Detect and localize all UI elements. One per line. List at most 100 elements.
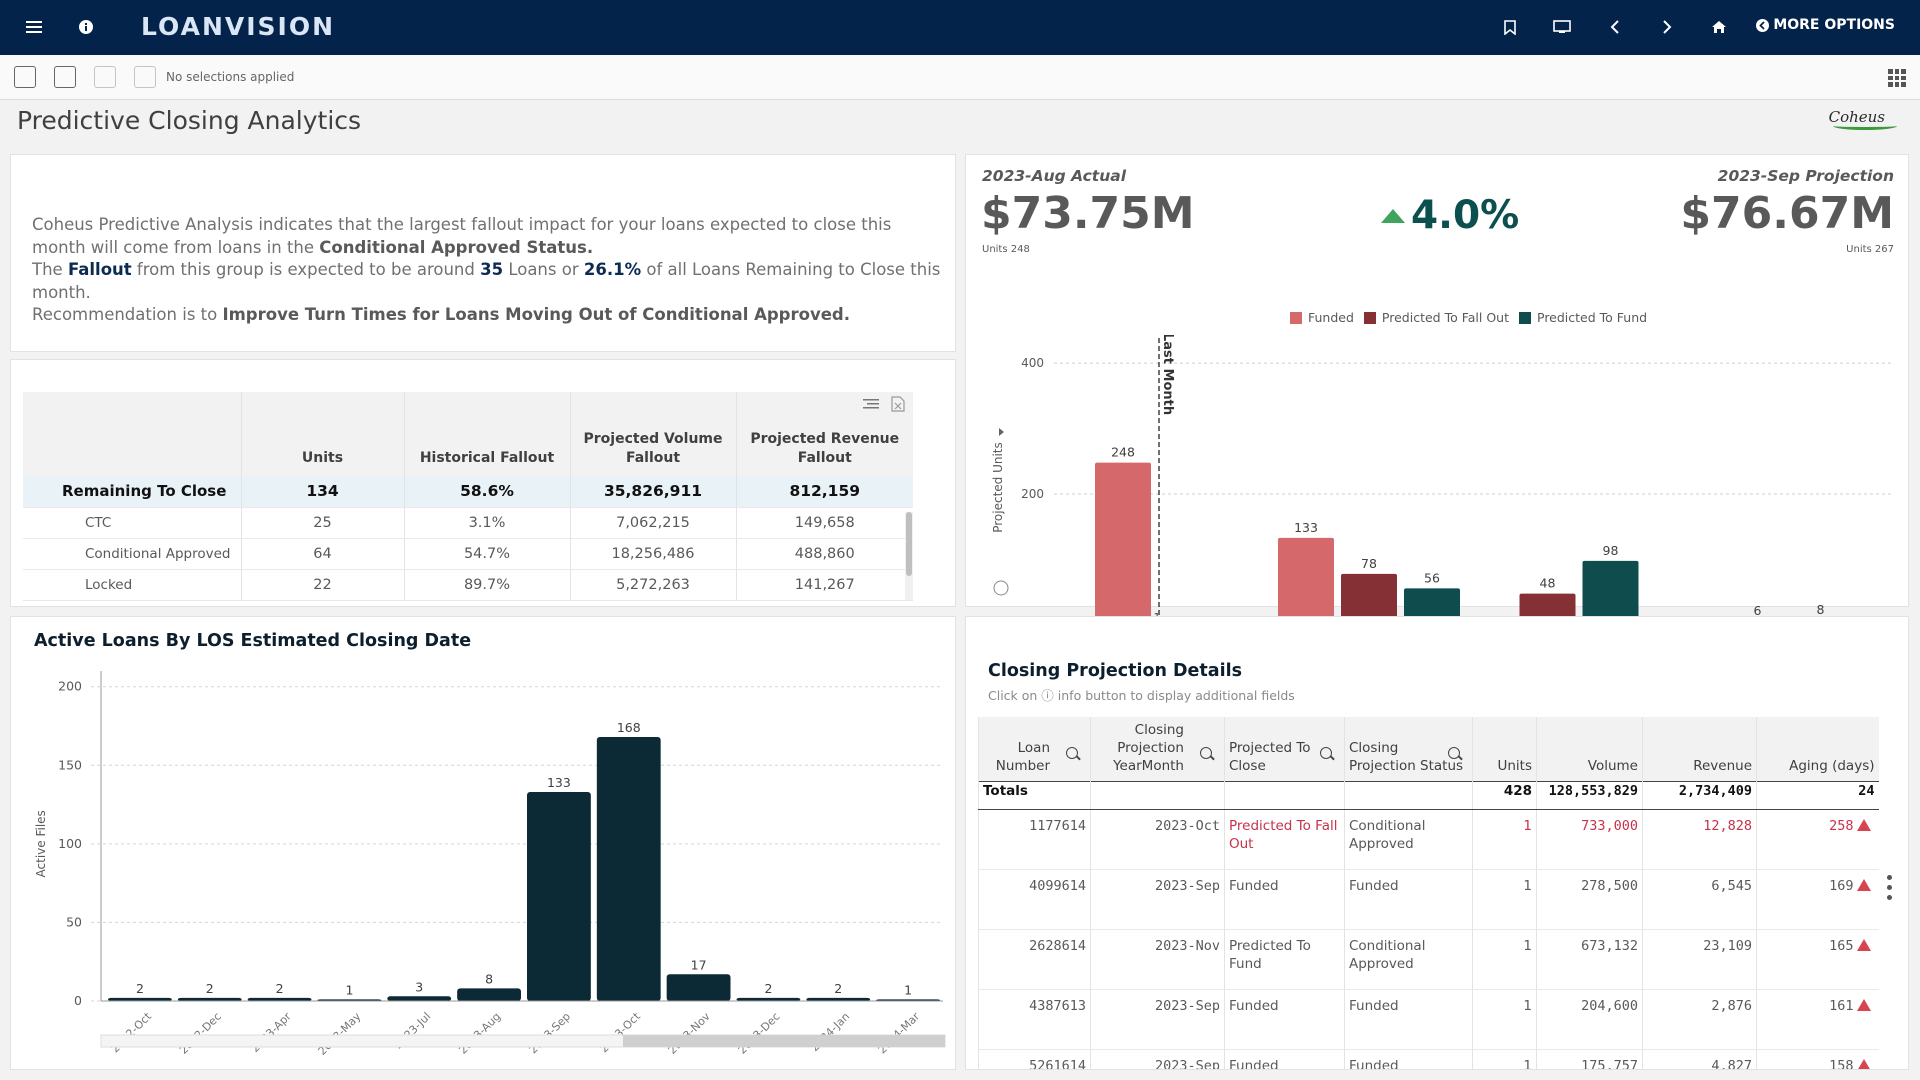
bar: [806, 997, 871, 1001]
cell: 2023-Oct: [1090, 809, 1225, 870]
table-row[interactable]: Locked 22 89.7% 5,272,263 141,267: [23, 569, 913, 601]
y-tick-label: 400: [1021, 356, 1044, 370]
y-axis-label: Projected Units: [991, 442, 1005, 533]
cell: 2023-Sep: [1090, 869, 1225, 930]
cell: 1177614: [978, 809, 1091, 870]
column-header[interactable]: Volume: [1536, 717, 1643, 781]
bar: [1341, 573, 1397, 625]
cell: 2,734,409: [1642, 780, 1757, 810]
cell: 4,827: [1642, 1049, 1757, 1069]
column-header[interactable]: Historical Fallout: [403, 392, 570, 476]
projection-chart: 0200400Projected Units2023-Aug2482023-Se…: [991, 335, 1894, 635]
more-options-label: MORE OPTIONS: [1773, 17, 1895, 33]
cell: 4099614: [978, 869, 1091, 930]
step-back-icon[interactable]: [94, 66, 116, 88]
warning-icon: [1856, 818, 1871, 831]
projection-units: Units 267: [1846, 244, 1894, 255]
insight-panel: Coheus Predictive Analysis indicates tha…: [10, 154, 956, 352]
cell: 428: [1472, 780, 1537, 810]
data-label: 8: [1817, 602, 1825, 617]
legend-item[interactable]: Predicted To Fall Out: [1363, 310, 1509, 325]
cell: 258: [1756, 809, 1879, 870]
table-row[interactable]: 5261614 2023-Sep Funded Funded 1 175,757 4,827…: [978, 1049, 1879, 1069]
bookmark-icon[interactable]: [1500, 14, 1520, 40]
column-header[interactable]: Closing Projection YearMonth: [1090, 717, 1225, 781]
search-icon[interactable]: [1448, 746, 1460, 759]
company-logo: Coheus: [1829, 108, 1897, 130]
data-label: 8: [485, 971, 493, 986]
cell: 134: [240, 476, 404, 508]
column-header[interactable]: Units: [1472, 717, 1537, 781]
table-row-total[interactable]: Remaining To Close 134 58.6% 35,826,911 …: [23, 476, 913, 508]
column-header[interactable]: Projected Revenue Fallout: [735, 392, 913, 476]
x-tick-label: 2022-Oct: [109, 1009, 155, 1055]
warning-icon: [1856, 998, 1871, 1011]
list-icon[interactable]: [863, 396, 879, 410]
home-icon[interactable]: [1709, 14, 1729, 40]
cell: 2023-Sep: [1090, 1049, 1225, 1069]
y-tick-label: 200: [58, 679, 82, 694]
cell: Funded: [1224, 1049, 1345, 1069]
x-tick-label: 2024-Mar: [876, 1010, 923, 1057]
menu-icon[interactable]: [24, 14, 44, 40]
x-tick-label: 2022-Dec: [177, 1010, 224, 1057]
cell: 2023-Nov: [1090, 929, 1225, 990]
table-scrollbar[interactable]: [905, 512, 913, 600]
chart-legend: Funded Predicted To Fall Out Predicted T…: [1290, 310, 1647, 325]
more-options-button[interactable]: MORE OPTIONS: [1756, 17, 1895, 33]
x-tick-label: 2023-Oct: [597, 1009, 643, 1055]
grid-icon[interactable]: [1888, 69, 1906, 87]
cell: 7,062,215: [569, 507, 736, 539]
x-tick-label: 2023-May: [316, 1010, 364, 1058]
cell: Predicted To Fall Out: [1224, 809, 1345, 870]
column-header[interactable]: Projected To Close: [1224, 717, 1345, 781]
selections-tool-icon[interactable]: [54, 66, 76, 88]
x-tick-label: 2023-Dec: [736, 1010, 783, 1057]
legend-item[interactable]: Predicted To Fund: [1519, 310, 1647, 325]
search-icon[interactable]: [1320, 746, 1332, 759]
row-label: Locked: [23, 569, 241, 601]
cell: 5261614: [978, 1049, 1091, 1069]
table-row[interactable]: 4099614 2023-Sep Funded Funded 1 278,500 6,545…: [978, 869, 1879, 930]
bar: [666, 974, 731, 1001]
table-row[interactable]: Conditional Approved 64 54.7% 18,256,486…: [23, 538, 913, 570]
export-excel-icon[interactable]: [891, 396, 907, 412]
chevron-right-icon[interactable]: [1657, 14, 1677, 40]
search-icon[interactable]: [1066, 746, 1078, 759]
clear-selections-icon[interactable]: [134, 66, 156, 88]
table-row[interactable]: 1177614 2023-Oct Predicted To Fall Out Cond…: [978, 809, 1879, 870]
column-header[interactable]: Revenue: [1642, 717, 1757, 781]
data-label: 48: [1540, 576, 1556, 591]
legend-item[interactable]: Funded: [1290, 310, 1354, 325]
column-header[interactable]: Projected Volume Fallout: [569, 392, 736, 476]
more-menu-icon[interactable]: [1887, 875, 1892, 900]
column-header[interactable]: Aging (days): [1756, 717, 1879, 781]
smart-search-icon[interactable]: [14, 66, 36, 88]
table-row[interactable]: 2628614 2023-Nov Predicted To Fund Conditio…: [978, 929, 1879, 990]
column-header[interactable]: Closing Projection Status: [1344, 717, 1473, 781]
cell: 149,658: [735, 507, 913, 539]
chart-scrollbar-thumb[interactable]: [623, 1035, 945, 1047]
projection-label: 2023-Sep Projection: [1717, 167, 1894, 185]
cell: 89.7%: [403, 569, 570, 601]
cell: 3.1%: [403, 507, 570, 539]
column-header[interactable]: [23, 392, 241, 476]
cell: Funded: [1224, 869, 1345, 930]
insight-text: Coheus Predictive Analysis indicates tha…: [32, 215, 941, 324]
table-row[interactable]: 4387613 2023-Sep Funded Funded 1 204,600 2,876…: [978, 989, 1879, 1050]
cell: 812,159: [735, 476, 913, 508]
cell: 1: [1472, 809, 1537, 870]
column-header[interactable]: Units: [240, 392, 404, 476]
cell: 2,876: [1642, 989, 1757, 1050]
info-icon[interactable]: [76, 14, 96, 40]
cell: 2023-Sep: [1090, 989, 1225, 1050]
column-header[interactable]: Loan Number: [978, 717, 1091, 781]
chevron-circle-icon: [1756, 18, 1770, 32]
table-row[interactable]: CTC 25 3.1% 7,062,215 149,658: [23, 507, 913, 539]
data-label: 2: [276, 981, 284, 996]
present-icon[interactable]: [1551, 14, 1573, 40]
up-arrow-icon: [1381, 208, 1405, 223]
cell: 22: [240, 569, 404, 601]
chevron-left-icon[interactable]: [1605, 14, 1625, 40]
search-icon[interactable]: [1200, 746, 1212, 759]
